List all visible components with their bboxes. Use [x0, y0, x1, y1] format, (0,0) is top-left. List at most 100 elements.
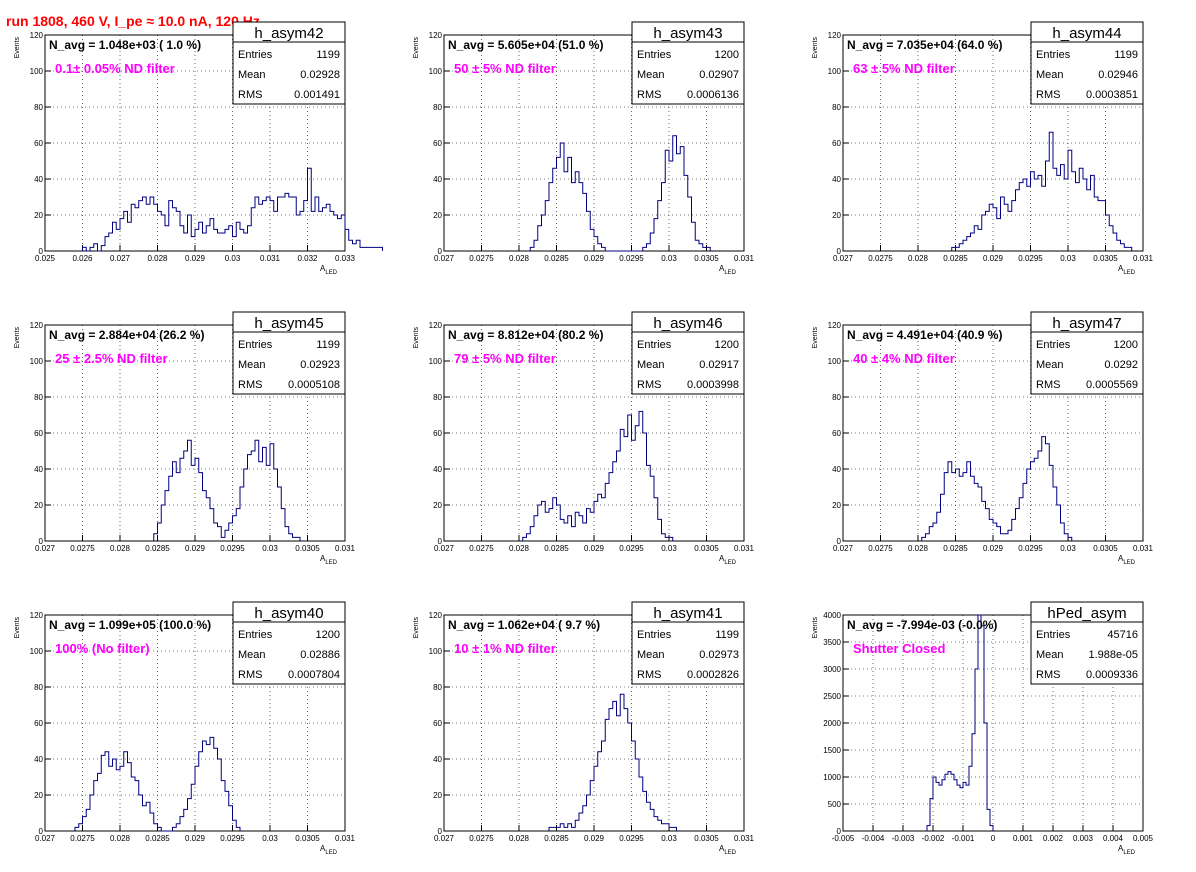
histogram-name: h_asym41 — [653, 605, 722, 622]
x-tick-label: 0.026 — [72, 254, 93, 263]
x-tick-label: -0.003 — [892, 834, 915, 843]
x-axis-label: ALED — [719, 554, 737, 566]
stats-label: Mean — [238, 649, 266, 661]
navg-label: N_avg = 4.491e+04 (40.9 %) — [847, 328, 1002, 342]
x-tick-label: 0.0285 — [943, 544, 968, 553]
histogram-line — [74, 736, 241, 832]
y-tick-label: 80 — [34, 103, 43, 112]
y-tick-label: 80 — [34, 683, 43, 692]
x-tick-label: 0.03 — [262, 544, 278, 553]
x-tick-label: 0.028 — [908, 544, 929, 553]
x-tick-label: 0.0285 — [943, 254, 968, 263]
histogram-name: h_asym42 — [254, 25, 323, 42]
x-tick-label: 0.027 — [434, 544, 455, 553]
y-tick-label: 1000 — [823, 773, 841, 782]
x-tick-label: 0.029 — [983, 254, 1004, 263]
y-tick-label: 100 — [429, 647, 443, 656]
x-tick-label: 0.031 — [734, 254, 755, 263]
x-tick-label: 0.029 — [185, 254, 206, 263]
histogram-name: h_asym44 — [1052, 25, 1121, 42]
navg-label: N_avg = 1.062e+04 ( 9.7 %) — [448, 618, 600, 632]
y-axis-label: Events — [413, 327, 420, 349]
histogram-bin — [360, 247, 364, 251]
stats-value: 1200 — [1114, 339, 1138, 351]
stats-value: 0.0003998 — [687, 379, 739, 391]
stats-label: Entries — [1036, 339, 1071, 351]
x-tick-label: 0.029 — [185, 544, 206, 553]
x-tick-label: -0.004 — [862, 834, 885, 843]
filter-annotation: Shutter Closed — [853, 641, 946, 656]
x-tick-label: -0.001 — [952, 834, 975, 843]
x-tick-label: 0.029 — [584, 254, 605, 263]
y-tick-label: 2500 — [823, 692, 841, 701]
y-tick-label: 2000 — [823, 719, 841, 728]
filter-annotation: 40 ± 4% ND filter — [853, 351, 955, 366]
y-tick-label: 40 — [832, 175, 841, 184]
stats-value: 0.0005108 — [288, 379, 340, 391]
histogram-line — [951, 131, 1133, 251]
histogram-name: h_asym43 — [653, 25, 722, 42]
stats-value: 0.0007804 — [288, 669, 340, 681]
stats-value: 0.02923 — [300, 359, 340, 371]
x-tick-label: 0.0305 — [694, 834, 719, 843]
navg-label: N_avg = 1.099e+05 (100.0 %) — [49, 618, 211, 632]
x-tick-label: 0.0275 — [70, 834, 95, 843]
y-tick-label: 20 — [832, 501, 841, 510]
x-tick-label: 0.027 — [35, 544, 56, 553]
y-axis-label: Events — [413, 37, 420, 59]
x-tick-label: 0.0275 — [469, 254, 494, 263]
x-tick-label: 0.029 — [185, 834, 206, 843]
stats-box — [1030, 311, 1144, 395]
y-tick-label: 1500 — [823, 746, 841, 755]
x-tick-label: 0.028 — [509, 544, 530, 553]
histogram-line — [529, 135, 711, 252]
filter-annotation: 100% (No filter) — [55, 641, 150, 656]
x-tick-label: 0.0285 — [145, 834, 170, 843]
filter-annotation: 63 ± 5% ND filter — [853, 61, 955, 76]
histogram-line — [522, 410, 674, 541]
x-tick-label: 0.028 — [908, 254, 929, 263]
stats-box — [631, 311, 745, 395]
x-tick-label: 0.0295 — [619, 544, 644, 553]
x-tick-label: 0.031 — [335, 834, 356, 843]
histogram-bin — [349, 240, 353, 251]
y-tick-label: 60 — [433, 139, 442, 148]
x-axis-label: ALED — [320, 554, 338, 566]
navg-label: N_avg = 1.048e+03 ( 1.0 %) — [49, 38, 201, 52]
stats-box — [631, 21, 745, 105]
x-tick-label: 0.027 — [434, 254, 455, 263]
y-tick-label: 120 — [429, 321, 443, 330]
x-tick-label: 0.0305 — [1093, 254, 1118, 263]
x-tick-label: 0.0295 — [619, 254, 644, 263]
y-axis-label: Events — [812, 617, 819, 639]
stats-value: 0.001491 — [294, 89, 340, 101]
x-tick-label: 0.0305 — [694, 544, 719, 553]
stats-label: Mean — [637, 69, 665, 81]
x-tick-label: 0.0295 — [220, 544, 245, 553]
y-axis-label: Events — [812, 327, 819, 349]
stats-label: Mean — [637, 359, 665, 371]
x-tick-label: 0.027 — [110, 254, 131, 263]
y-tick-label: 0 — [837, 537, 842, 546]
histogram-panel-h_asym44: 0.027 0.0275 0.028 0.0285 0.029 0.0295 0.03 0.0… — [812, 21, 1154, 276]
histogram-line — [82, 167, 383, 252]
stats-label: RMS — [1036, 89, 1060, 101]
x-tick-label: 0.0285 — [145, 544, 170, 553]
x-tick-label: 0.027 — [833, 544, 854, 553]
filter-annotation: 0.1± 0.05% ND filter — [55, 61, 175, 76]
stats-value: 1.988e-05 — [1088, 649, 1138, 661]
stats-label: Entries — [637, 629, 672, 641]
histogram-name: h_asym47 — [1052, 315, 1121, 332]
stats-label: Mean — [238, 359, 266, 371]
y-tick-label: 0 — [438, 537, 443, 546]
x-tick-label: 0.031 — [1133, 254, 1154, 263]
stats-label: RMS — [1036, 669, 1060, 681]
y-tick-label: 80 — [34, 393, 43, 402]
x-tick-label: 0.029 — [584, 544, 605, 553]
histogram-panel-h_asym45: 0.027 0.0275 0.028 0.0285 0.029 0.0295 0.03 0.0… — [14, 311, 356, 566]
x-tick-label: 0.0295 — [1018, 544, 1043, 553]
x-tick-label: 0.031 — [734, 834, 755, 843]
y-tick-label: 100 — [828, 67, 842, 76]
histogram-bin — [345, 229, 349, 251]
y-tick-label: 80 — [433, 393, 442, 402]
